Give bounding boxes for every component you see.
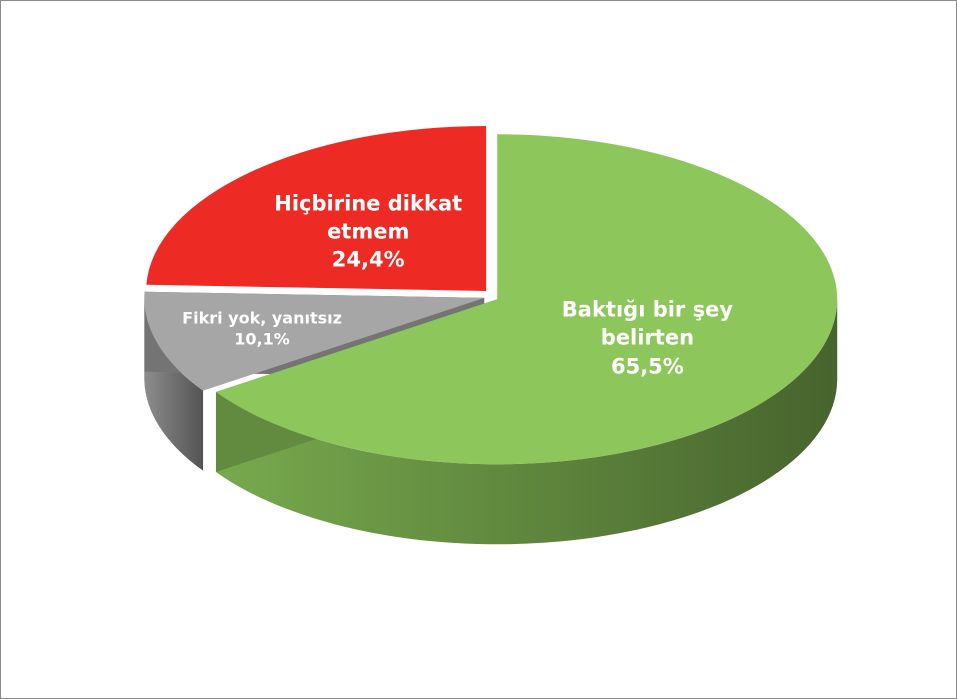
value-label: 65,5% (610, 354, 684, 379)
value-label: 24,4% (331, 247, 405, 272)
slice (215, 134, 838, 465)
slice-side-shade (144, 297, 204, 471)
slice-label: Fikri yok, yanıtsız 10,1% (157, 307, 367, 350)
slice-label: Hiçbirine dikkat etmem 24,4% (273, 189, 463, 274)
slice (144, 291, 485, 391)
category-label: Hiçbirine dikkat etmem (274, 191, 463, 244)
slice-side-shade (215, 299, 838, 545)
category-label: Baktığı bir şey belirten (561, 297, 734, 350)
value-label: 10,1% (234, 329, 290, 349)
slice (146, 125, 487, 291)
slice-label: Baktığı bir şey belirten 65,5% (552, 295, 742, 380)
category-label: Fikri yok, yanıtsız (182, 308, 342, 328)
